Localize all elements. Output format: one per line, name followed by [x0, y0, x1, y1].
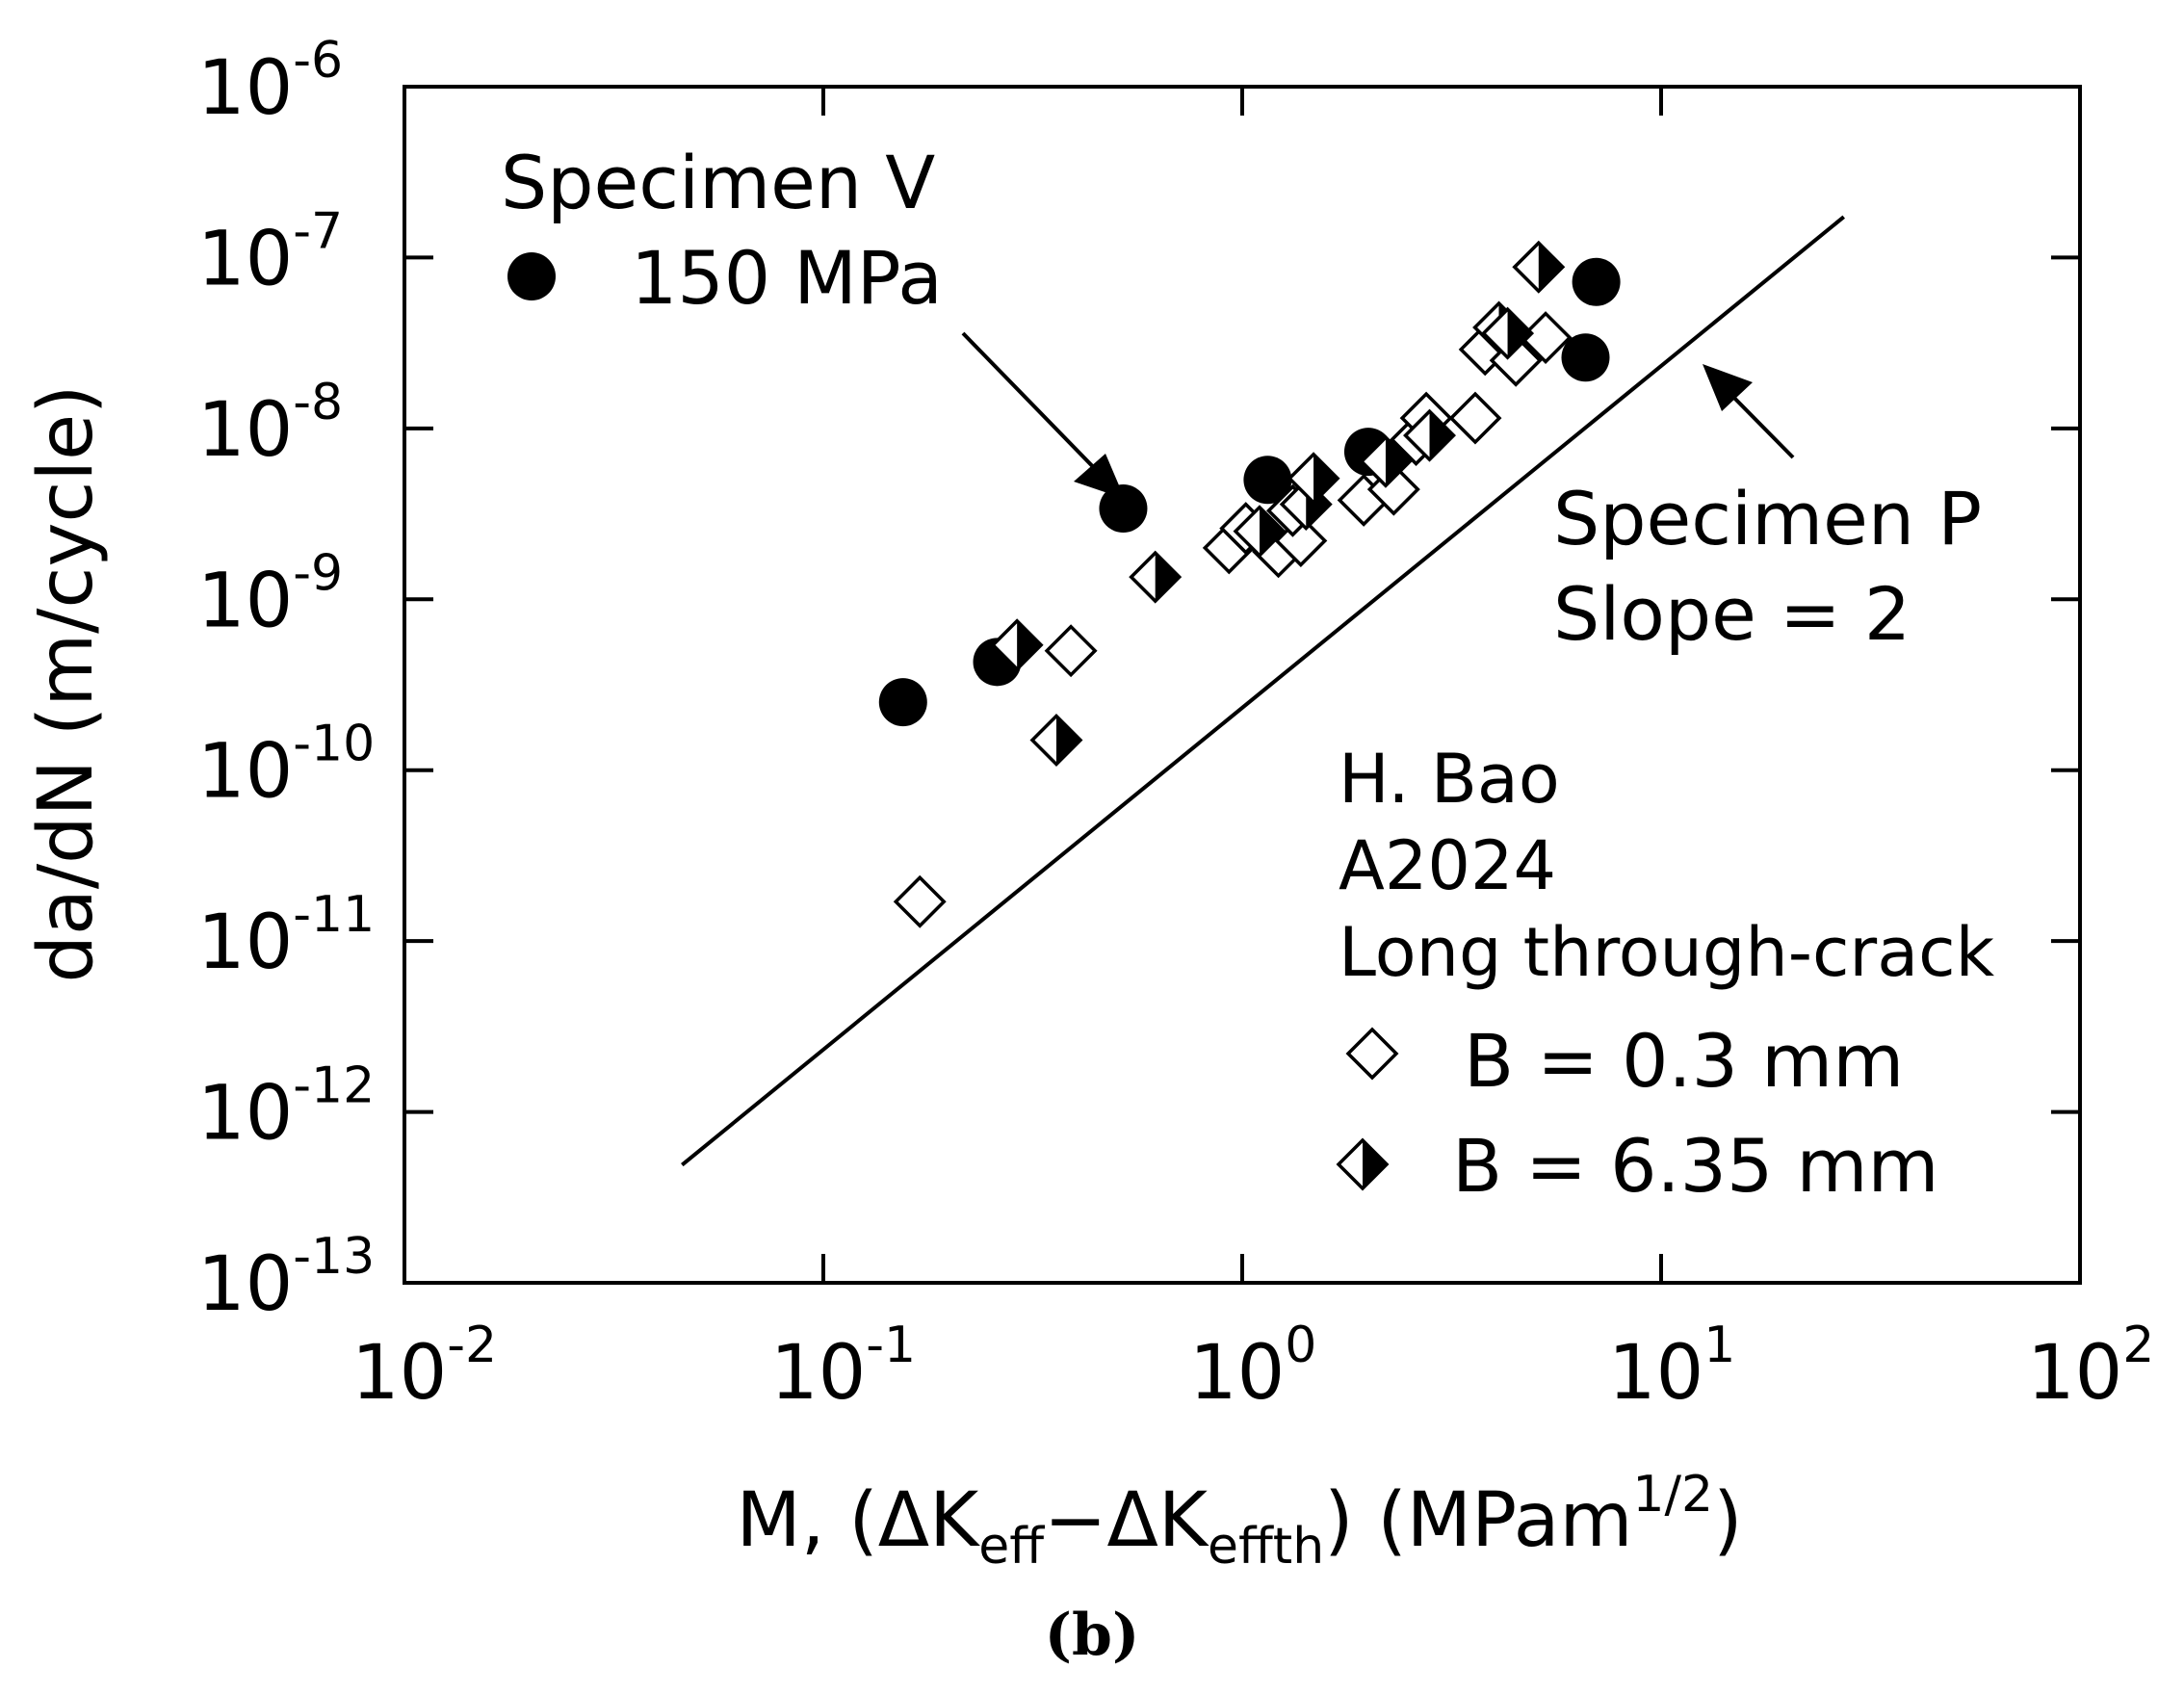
open-diamond-point — [1448, 391, 1502, 445]
specimen-p-arrowhead — [1703, 364, 1753, 411]
legend-author: H. Bao — [1339, 740, 1560, 819]
y-tick-label: 10-11 — [197, 886, 375, 986]
specimen-v-stress-label: 150 MPa — [631, 235, 943, 321]
open-diamond-point — [1044, 624, 1098, 678]
specimen-v-point — [1572, 257, 1621, 306]
x-tick-label: 102 — [2027, 1317, 2154, 1417]
half-diamond-point — [1481, 306, 1535, 360]
specimen-v-legend-marker — [507, 252, 556, 300]
specimen-p-arrow-line — [1722, 385, 1795, 459]
y-tick-label: 10-9 — [197, 544, 343, 644]
x-tick-label: 10-2 — [351, 1317, 497, 1417]
open-diamond-point — [893, 874, 947, 928]
y-tick-label: 10-7 — [197, 202, 343, 302]
x-tick-labels: 10-2 10-1 100 101 102 — [351, 1317, 2154, 1417]
legend-material: A2024 — [1339, 826, 1556, 905]
half-diamond-point — [1359, 434, 1413, 488]
y-tick-label: 10-10 — [197, 716, 375, 816]
half-diamond-point — [990, 618, 1044, 672]
legend-half-diamond-icon — [1336, 1137, 1390, 1191]
specimen-v-arrowhead — [1074, 454, 1125, 499]
half-diamond-point — [1029, 713, 1083, 767]
half-diamond-point — [1129, 550, 1183, 604]
y-axis-label: da/dN (m/cycle) — [23, 385, 110, 983]
half-diamond-point — [1287, 452, 1340, 506]
specimen-v-point — [1561, 333, 1610, 382]
y-tick-label: 10-6 — [197, 32, 343, 132]
specimen-v-point — [1099, 483, 1148, 533]
specimen-p-slope-label: Slope = 2 — [1553, 571, 1911, 657]
specimen-p-slope-line — [681, 215, 1845, 1167]
half-diamond-point — [1403, 408, 1456, 462]
legend-open-label: B = 0.3 mm — [1464, 1018, 1904, 1104]
specimen-p-label: Specimen P — [1553, 476, 1982, 561]
y-tick-labels: 10-6 10-7 10-8 10-9 10-10 10-11 10-12 10-13 — [197, 32, 375, 1328]
x-axis-label: M, (ΔKeff−ΔKeffth) (MPam1/2) — [736, 1466, 1742, 1576]
figure-caption: (b) — [1045, 1602, 1140, 1669]
specimen-v-point — [1243, 456, 1292, 505]
x-tick-label: 100 — [1189, 1317, 1316, 1417]
legend-half-label: B = 6.35 mm — [1452, 1123, 1939, 1209]
specimen-v-arrow-line — [961, 331, 1107, 482]
specimen-v-point — [878, 678, 927, 727]
half-diamond-point — [1233, 505, 1287, 559]
legend-open-diamond-icon — [1345, 1027, 1399, 1081]
axis-ticks — [403, 85, 2082, 1285]
specimen-v-label: Specimen V — [501, 140, 935, 225]
x-tick-label: 101 — [1608, 1317, 1735, 1417]
y-tick-label: 10-8 — [197, 374, 343, 474]
x-tick-label: 10-1 — [770, 1317, 916, 1417]
y-tick-label: 10-12 — [197, 1057, 375, 1158]
data-points — [878, 240, 1621, 928]
y-tick-label: 10-13 — [197, 1228, 375, 1328]
legend-crack-type: Long through-crack — [1339, 913, 1995, 992]
half-diamond-point — [1512, 240, 1566, 294]
